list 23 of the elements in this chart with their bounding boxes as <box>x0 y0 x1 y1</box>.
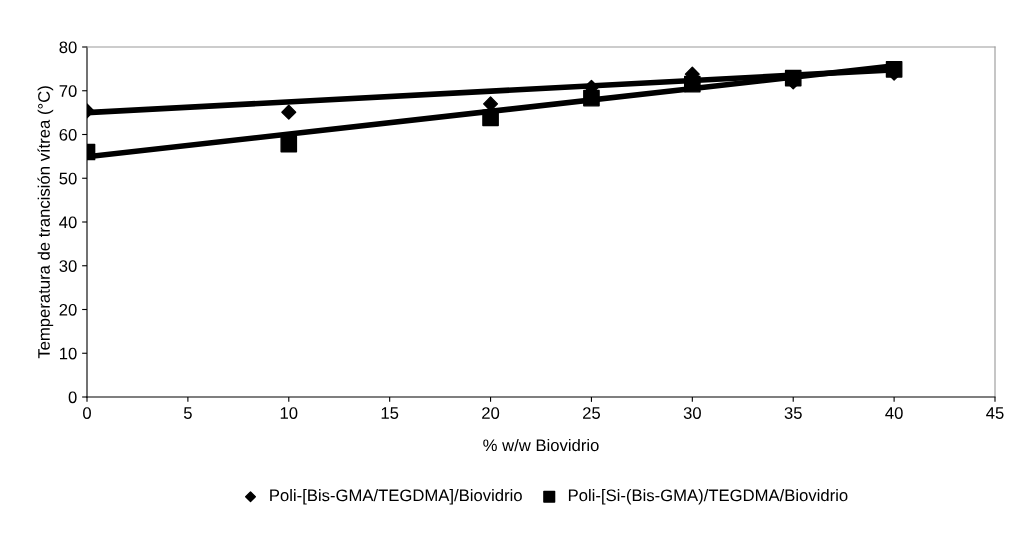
y-tick-label: 20 <box>59 303 77 316</box>
y-tick-label: 40 <box>59 216 77 229</box>
y-tick-label: 0 <box>68 391 77 404</box>
legend-label: Poli-[Bis-GMA/TEGDMA]/Biovidrio <box>270 489 522 505</box>
y-axis-title: Temperatura de trancisión vítrea (°C) <box>37 86 54 359</box>
x-tick-label: 15 <box>381 407 399 419</box>
y-tick-label: 60 <box>59 128 77 141</box>
y-tick-label: 30 <box>59 260 77 272</box>
x-tick-label: 35 <box>784 407 802 419</box>
y-tick-label: 80 <box>59 41 77 54</box>
y-tick-label: 10 <box>60 347 77 360</box>
x-tick-label: 0 <box>83 407 91 419</box>
x-tick-label: 45 <box>986 407 1004 419</box>
x-tick-label: 30 <box>683 407 701 419</box>
x-tick-label: 20 <box>482 407 500 419</box>
x-tick-label: 25 <box>583 407 601 419</box>
x-tick-label: 40 <box>885 407 903 419</box>
x-tick-label: 10 <box>280 407 298 419</box>
x-axis-title: % w/w Biovidrio <box>483 438 599 452</box>
y-tick-label: 50 <box>59 172 77 185</box>
x-tick-label: 5 <box>183 407 192 419</box>
y-tick-label: 70 <box>59 85 77 97</box>
legend-label: Poli-[Si-(Bis-GMA)/TEGDMA/Biovidrio <box>568 489 848 505</box>
